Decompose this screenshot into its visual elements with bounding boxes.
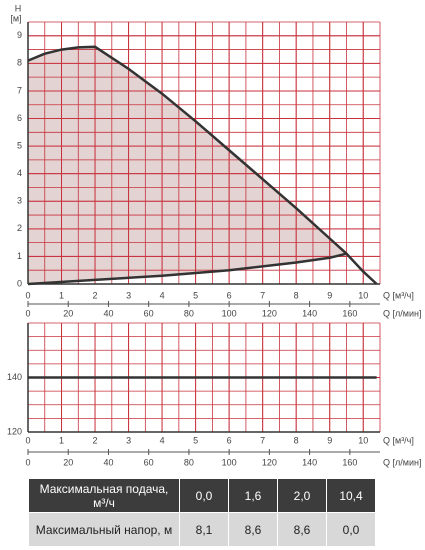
- x-tick-label: 2: [93, 290, 98, 300]
- x2-tick-label: 100: [222, 308, 237, 318]
- curve: [27, 252, 347, 286]
- x2-tick-label: 60: [144, 308, 154, 318]
- y-tick-label: 2: [17, 223, 22, 233]
- x2-tick-label: 140: [302, 308, 317, 318]
- y-axis-label: H: [15, 3, 22, 13]
- x-tick-label: 10: [358, 435, 368, 445]
- x2-axis-label: Q [л/мин]: [383, 457, 421, 467]
- table-cell: 8,1: [179, 512, 229, 547]
- x-tick-label: 6: [227, 435, 232, 445]
- x2-tick-label: 80: [184, 308, 194, 318]
- table-row: Максимальный напор, м 8,1 8,6 8,6 0,0: [28, 512, 376, 547]
- x2-tick-label: 40: [103, 457, 113, 467]
- x-tick-label: 10: [358, 290, 368, 300]
- x-tick-label: 1: [59, 435, 64, 445]
- y-tick-label: 7: [17, 85, 22, 95]
- table-cell: 0,0: [326, 512, 376, 547]
- table-row: Максимальная подача, м³/ч 0,0 1,6 2,0 10…: [28, 478, 376, 513]
- x-tick-label: 7: [260, 290, 265, 300]
- x2-tick-label: 40: [103, 308, 113, 318]
- y-tick-label: 6: [17, 113, 22, 123]
- x2-tick-label: 20: [63, 457, 73, 467]
- x-tick-label: 3: [126, 435, 131, 445]
- x2-axis-label: Q [л/мин]: [383, 308, 421, 318]
- x2-tick-label: 60: [144, 457, 154, 467]
- table-cell: 8,6: [228, 512, 278, 547]
- y-axis-unit: [м]: [10, 13, 21, 23]
- x-tick-label: 3: [126, 290, 131, 300]
- x-tick-label: 0: [25, 290, 30, 300]
- table-cell: 10,4: [326, 478, 376, 513]
- x-axis-label: Q [м³/ч]: [383, 435, 414, 445]
- x2-tick-label: 160: [342, 457, 357, 467]
- x-tick-label: 9: [327, 290, 332, 300]
- y-tick-label: 3: [17, 196, 22, 206]
- table-cell: Максимальная подача, м³/ч: [28, 478, 180, 513]
- x-tick-label: 5: [193, 435, 198, 445]
- x2-tick-label: 140: [302, 457, 317, 467]
- x2-tick-label: 100: [222, 457, 237, 467]
- x-tick-label: 4: [160, 435, 165, 445]
- x2-tick-label: 20: [63, 308, 73, 318]
- y-tick-label: 0: [17, 278, 22, 288]
- x-tick-label: 8: [294, 435, 299, 445]
- x-axis-label: Q [м³/ч]: [383, 290, 414, 300]
- x2-tick-label: 120: [262, 457, 277, 467]
- x2-tick-label: 160: [342, 308, 357, 318]
- table-cell: 0,0: [179, 478, 229, 513]
- x2-tick-label: 0: [25, 457, 30, 467]
- y-tick-label: 9: [17, 30, 22, 40]
- x-tick-label: 0: [25, 435, 30, 445]
- y-tick-label: 140: [7, 372, 22, 382]
- x-tick-label: 1: [59, 290, 64, 300]
- y-tick-label: 5: [17, 140, 22, 150]
- curve: [27, 45, 378, 285]
- operating-area: [28, 46, 347, 285]
- y-tick-label: 4: [17, 168, 22, 178]
- y-tick-label: 1: [17, 251, 22, 261]
- x-tick-label: 5: [193, 290, 198, 300]
- summary-table: Максимальная подача, м³/ч 0,0 1,6 2,0 10…: [28, 478, 376, 547]
- x-tick-label: 4: [160, 290, 165, 300]
- table-cell: 8,6: [277, 512, 327, 547]
- table-cell: 2,0: [277, 478, 327, 513]
- x-tick-label: 7: [260, 435, 265, 445]
- x2-tick-label: 120: [262, 308, 277, 318]
- table-cell: Максимальный напор, м: [28, 512, 180, 547]
- y-tick-label: 120: [7, 426, 22, 436]
- y-tick-label: 8: [17, 58, 22, 68]
- x-tick-label: 6: [227, 290, 232, 300]
- x-tick-label: 8: [294, 290, 299, 300]
- table-cell: 1,6: [228, 478, 278, 513]
- x2-tick-label: 80: [184, 457, 194, 467]
- x-tick-label: 9: [327, 435, 332, 445]
- x2-tick-label: 0: [25, 308, 30, 318]
- x-tick-label: 2: [93, 435, 98, 445]
